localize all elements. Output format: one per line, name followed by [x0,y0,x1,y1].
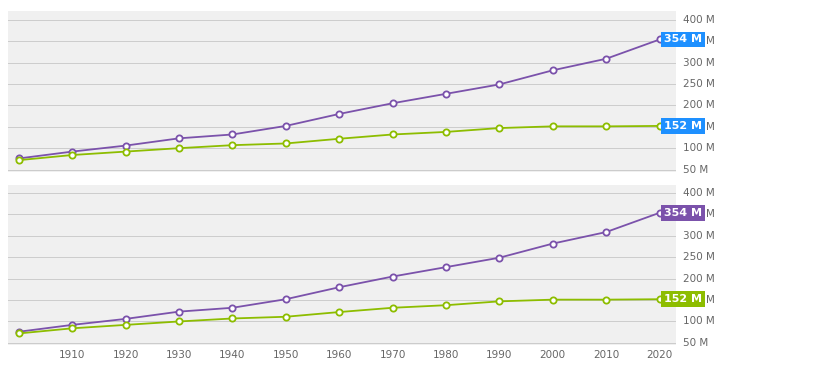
Text: 354 M: 354 M [663,34,702,45]
Text: 50 M: 50 M [683,165,708,175]
Text: 150 M: 150 M [683,295,715,305]
Text: 350 M: 350 M [683,36,715,46]
Text: 400 M: 400 M [683,188,715,198]
Text: 300 M: 300 M [683,231,715,241]
Text: 300 M: 300 M [683,58,715,68]
Text: 200 M: 200 M [683,274,715,284]
Text: 152 M: 152 M [663,121,702,131]
Text: 350 M: 350 M [683,210,715,219]
Text: 354 M: 354 M [663,208,702,218]
Text: 250 M: 250 M [683,79,715,89]
Text: 200 M: 200 M [683,100,715,110]
Text: 100 M: 100 M [683,143,715,153]
Text: 50 M: 50 M [683,338,708,348]
Text: 152 M: 152 M [663,294,702,304]
Text: 150 M: 150 M [683,122,715,132]
Text: 100 M: 100 M [683,316,715,327]
Text: 250 M: 250 M [683,252,715,262]
Text: 400 M: 400 M [683,15,715,25]
